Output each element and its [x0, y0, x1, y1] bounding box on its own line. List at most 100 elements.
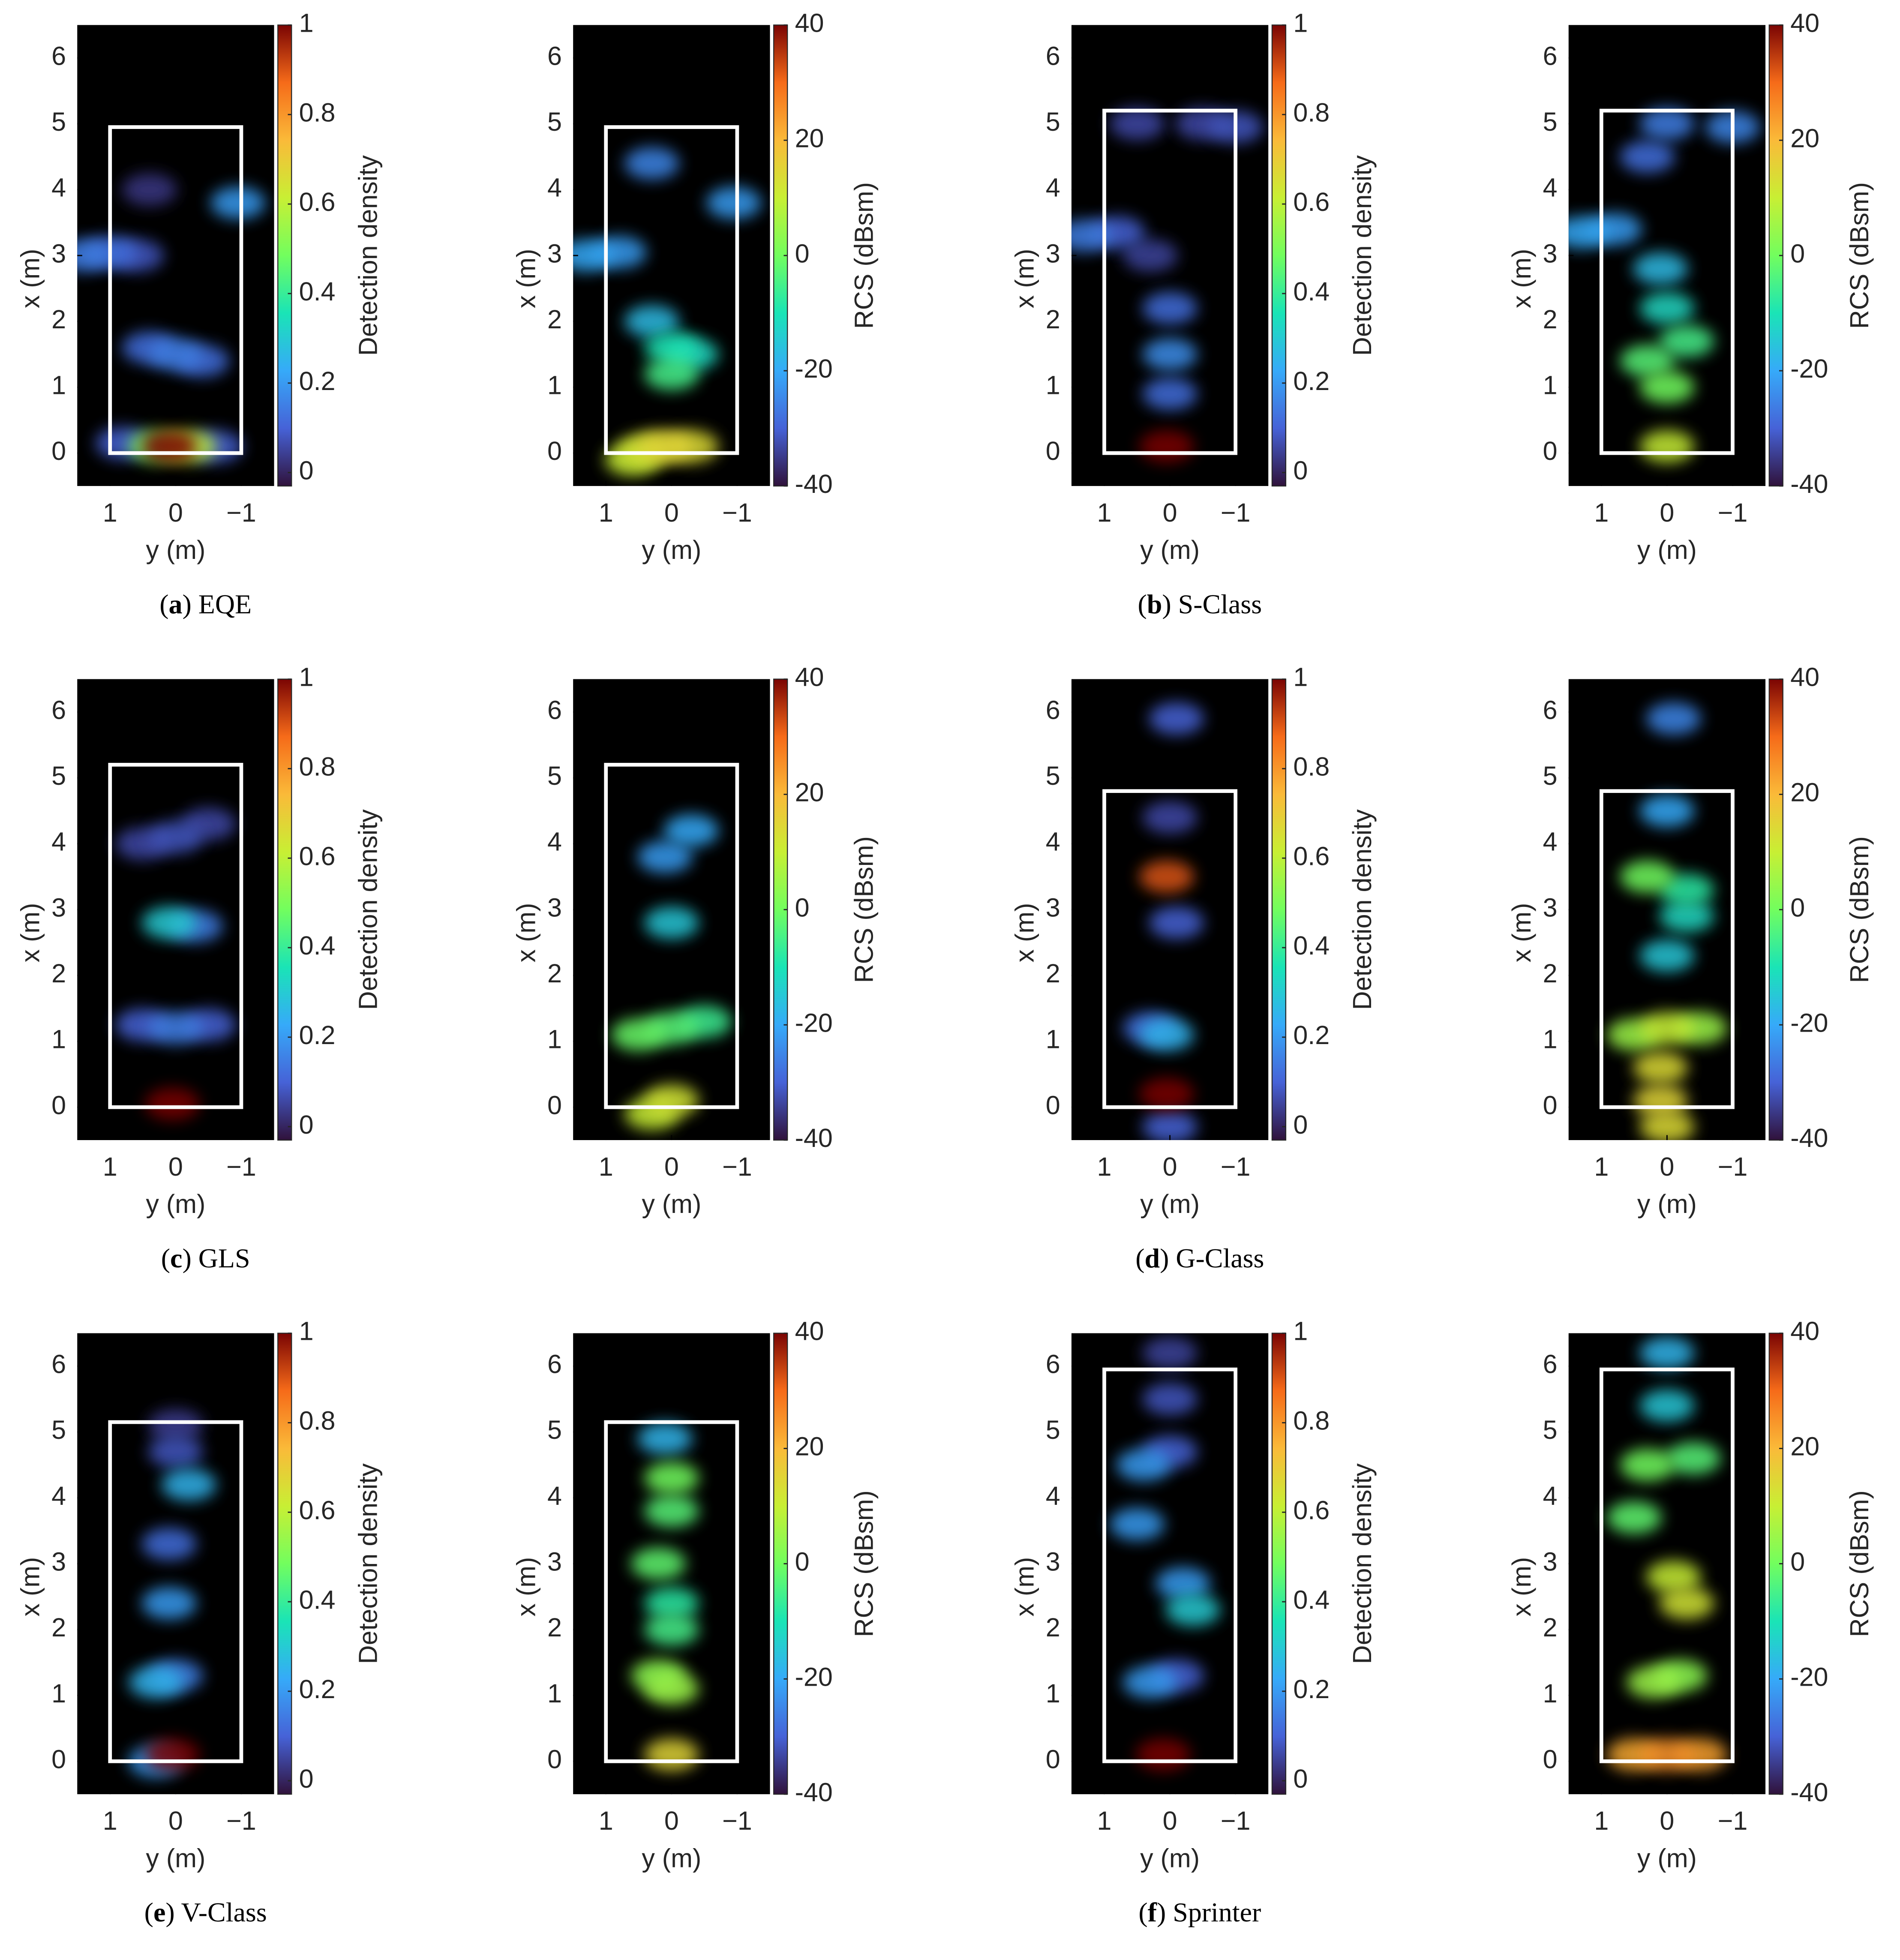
colorbar-tick-label: 0.8 [1293, 752, 1330, 781]
colorbar-tick-label: -40 [795, 1123, 833, 1153]
y-tick-label: 1 [51, 1025, 66, 1054]
x-tick-label: −1 [226, 1152, 256, 1181]
x-tick-label: 0 [664, 498, 679, 527]
panel: 0 1 2 3 4 5 6 1 0 −1 y (m) x (m) 0 0.2 0.4 0.6 0.8 1 Detec… [1010, 8, 1377, 619]
y-tick-label: 0 [1543, 1744, 1558, 1774]
scatter-cluster [1139, 860, 1194, 893]
scatter-cluster [1142, 378, 1198, 410]
scatter-cluster [1142, 1383, 1198, 1416]
caption-part: d [1145, 1243, 1160, 1273]
y-tick-label: 6 [547, 695, 562, 724]
scatter-cluster [1646, 702, 1701, 735]
colorbar-tick-label: 0 [795, 239, 810, 268]
y-tick-label: 3 [51, 1547, 66, 1576]
y-tick-label: 4 [51, 1481, 66, 1510]
y-axis-title: x (m) [1010, 1557, 1039, 1617]
scatter-cluster [1156, 1567, 1211, 1600]
colorbar-title: RCS (dBsm) [1845, 182, 1874, 329]
caption-part: a [169, 589, 183, 619]
scatter-cluster [631, 1547, 686, 1580]
colorbar-tick-label: 0.4 [1293, 1585, 1330, 1614]
colorbar-tick-label: 0 [299, 1110, 314, 1139]
y-tick-label: 4 [1046, 1481, 1060, 1510]
colorbar-tick-label: 0.6 [1293, 187, 1330, 216]
scatter-cluster [1639, 108, 1695, 140]
scatter-cluster [644, 906, 699, 939]
x-tick-label: 1 [103, 1806, 117, 1835]
x-tick-label: −1 [226, 1806, 256, 1835]
y-tick-label: 2 [51, 305, 66, 334]
scatter-cluster [1123, 239, 1178, 272]
caption-part: ( [144, 1897, 153, 1927]
scatter-cluster [644, 1495, 699, 1528]
y-tick-label: 6 [547, 1350, 562, 1379]
y-tick-label: 2 [51, 1613, 66, 1642]
scatter-cluster [637, 1422, 693, 1455]
colorbar-tick-label: 20 [795, 1432, 824, 1461]
y-axis-title: x (m) [16, 1557, 45, 1617]
caption-part: b [1147, 589, 1162, 619]
x-tick-label: −1 [226, 498, 256, 527]
colorbar-tick-label: 20 [795, 123, 824, 153]
y-tick-label: 0 [1046, 1744, 1060, 1774]
scatter-cluster [1139, 1078, 1194, 1111]
y-tick-label: 5 [51, 107, 66, 136]
scatter-cluster [1639, 292, 1695, 324]
scatter-cluster [644, 1613, 699, 1646]
y-tick-label: 0 [547, 1090, 562, 1120]
colorbar-tick-label: 0.6 [299, 1495, 336, 1525]
colorbar-tick-label: -40 [795, 1777, 833, 1807]
y-tick-label: 3 [51, 893, 66, 922]
colorbar-tick-label: 1 [299, 1317, 314, 1346]
colorbar-tick-label: 0.2 [299, 366, 336, 396]
x-tick-label: 1 [599, 1152, 613, 1181]
caption-part: ) S-Class [1162, 589, 1262, 619]
x-tick-label: −1 [1718, 498, 1748, 527]
scatter-cluster [1165, 1594, 1221, 1626]
y-tick-label: 3 [547, 893, 562, 922]
scatter-cluster [644, 1084, 699, 1117]
x-axis-title: y (m) [146, 1189, 205, 1219]
y-tick-label: 5 [547, 1415, 562, 1444]
colorbar [1271, 678, 1287, 1141]
panel: 0 1 2 3 4 5 6 1 0 −1 y (m) x (m) 0 0.2 0.4 0.6 0.8 1 Detec… [16, 8, 383, 619]
colorbar-tick-label: 0 [795, 1547, 810, 1576]
x-tick-label: 1 [103, 1152, 117, 1181]
x-axis-title: y (m) [1637, 535, 1697, 564]
vehicle-box [1599, 108, 1735, 455]
vehicle-box [108, 125, 243, 455]
vehicle-box [108, 1420, 243, 1763]
colorbar-tick-label: -40 [1790, 469, 1828, 498]
scatter-cluster [644, 357, 699, 390]
caption-part: ( [1138, 589, 1147, 619]
scatter-layer [128, 1409, 216, 1778]
y-tick-label: 2 [1046, 305, 1060, 334]
scatter-cluster [644, 331, 699, 364]
y-tick-label: 6 [51, 41, 66, 70]
panel: 0 1 2 3 4 5 6 1 0 −1 y (m) x (m) 0 0.2 0.4 0.6 0.8 1 Detec… [16, 663, 383, 1273]
y-tick-label: 1 [1543, 1679, 1558, 1708]
vehicle-box [604, 762, 739, 1109]
colorbar-tick-label: 1 [299, 663, 314, 692]
y-tick-label: 5 [51, 1415, 66, 1444]
x-tick-label: −1 [722, 498, 752, 527]
x-tick-label: 0 [664, 1152, 679, 1181]
y-tick-label: 0 [547, 1744, 562, 1774]
caption-part: ) EQE [182, 589, 252, 619]
x-axis-title: y (m) [1637, 1189, 1697, 1219]
scatter-cluster [1142, 1111, 1198, 1141]
scatter-cluster [1110, 108, 1165, 140]
y-tick-label: 1 [547, 371, 562, 400]
colorbar-tick-label: -20 [795, 1662, 833, 1691]
scatter-cluster [210, 186, 266, 219]
scatter-cluster [1110, 1508, 1165, 1540]
y-axis-title: x (m) [512, 1557, 541, 1617]
colorbar-tick-label: 1 [1293, 663, 1308, 692]
colorbar-tick-label: 0.8 [299, 1406, 336, 1435]
panel: 0 1 2 3 4 5 6 1 0 −1 y (m) x (m) -40 -20 0 20 40 RCS (dBs… [1507, 8, 1874, 564]
caption-part: ) GLS [182, 1243, 250, 1273]
y-tick-label: 4 [1543, 1481, 1558, 1510]
y-tick-label: 2 [51, 959, 66, 988]
y-tick-label: 0 [1046, 1090, 1060, 1120]
colorbar-tick-label: 0.2 [299, 1021, 336, 1050]
